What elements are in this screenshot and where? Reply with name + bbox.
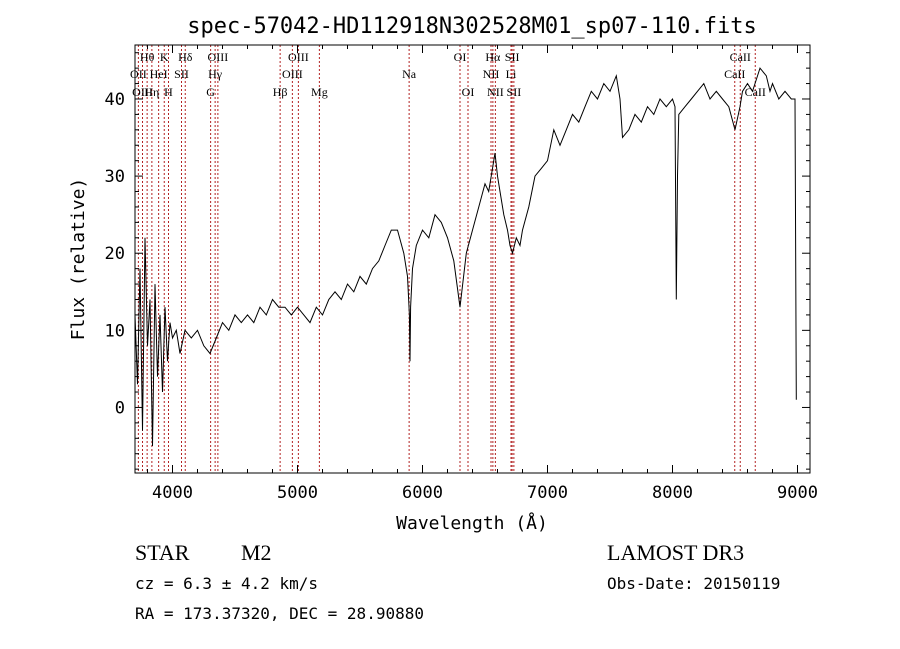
line-label: OI (454, 50, 467, 64)
line-label: Hα (485, 50, 501, 64)
line-label: G (206, 85, 215, 99)
line-label: OIII (282, 67, 303, 81)
x-tick-label: 8000 (652, 483, 693, 503)
line-label: OIII (132, 85, 153, 99)
line-label: Hη (144, 85, 159, 99)
line-label: OIII (208, 50, 229, 64)
object-type: STAR (135, 540, 190, 565)
x-tick-label: 7000 (527, 483, 568, 503)
line-label: NII (483, 67, 500, 81)
line-label: Hθ (140, 50, 155, 64)
line-label: SII (505, 50, 520, 64)
spectral-subclass: M2 (241, 540, 272, 565)
y-tick-label: 40 (105, 90, 125, 110)
spectrum-line (134, 67, 797, 447)
line-label: OIII (288, 50, 309, 64)
line-label: Hβ (273, 85, 288, 99)
line-label: CaII (730, 50, 751, 64)
line-label: Hγ (208, 67, 223, 81)
line-label: H (164, 85, 173, 99)
observation-date: Obs-Date: 20150119 (607, 574, 780, 593)
line-label: CaII (745, 85, 766, 99)
line-label: OII (130, 67, 147, 81)
line-label: K (160, 50, 169, 64)
y-tick-label: 20 (105, 244, 125, 264)
survey-name: LAMOST DR3 (607, 540, 744, 565)
plot-frame (134, 44, 811, 474)
y-tick-label: 30 (105, 167, 125, 187)
x-tick-label: 4000 (152, 483, 193, 503)
line-label: SII (174, 67, 189, 81)
line-label: Na (402, 67, 417, 81)
line-label: NII (487, 85, 504, 99)
line-label: Li (506, 67, 517, 81)
line-label: Hδ (178, 50, 193, 64)
line-label: SII (507, 85, 522, 99)
line-markers (137, 45, 756, 473)
line-label: Mg (311, 85, 328, 99)
x-axis-ticks: 4000 5000 6000 7000 8000 9000 (147, 45, 818, 503)
line-label: CaII (724, 67, 745, 81)
line-label: HeI (150, 67, 168, 81)
x-tick-label: 6000 (402, 483, 443, 503)
redshift-velocity: cz = 6.3 ± 4.2 km/s (135, 574, 318, 593)
chart-title: spec-57042-HD112918N302528M01_sp07-110.f… (187, 14, 757, 39)
y-tick-label: 0 (115, 398, 125, 418)
y-axis-label: Flux (relative) (68, 178, 89, 341)
x-axis-label: Wavelength (Å) (396, 512, 548, 534)
x-tick-label: 5000 (277, 483, 318, 503)
line-label: OI (462, 85, 475, 99)
y-axis-ticks: 0 10 20 30 40 (105, 52, 810, 470)
coordinates: RA = 173.37320, DEC = 28.90880 (135, 604, 424, 623)
y-tick-label: 10 (105, 321, 125, 341)
x-tick-label: 9000 (777, 483, 818, 503)
